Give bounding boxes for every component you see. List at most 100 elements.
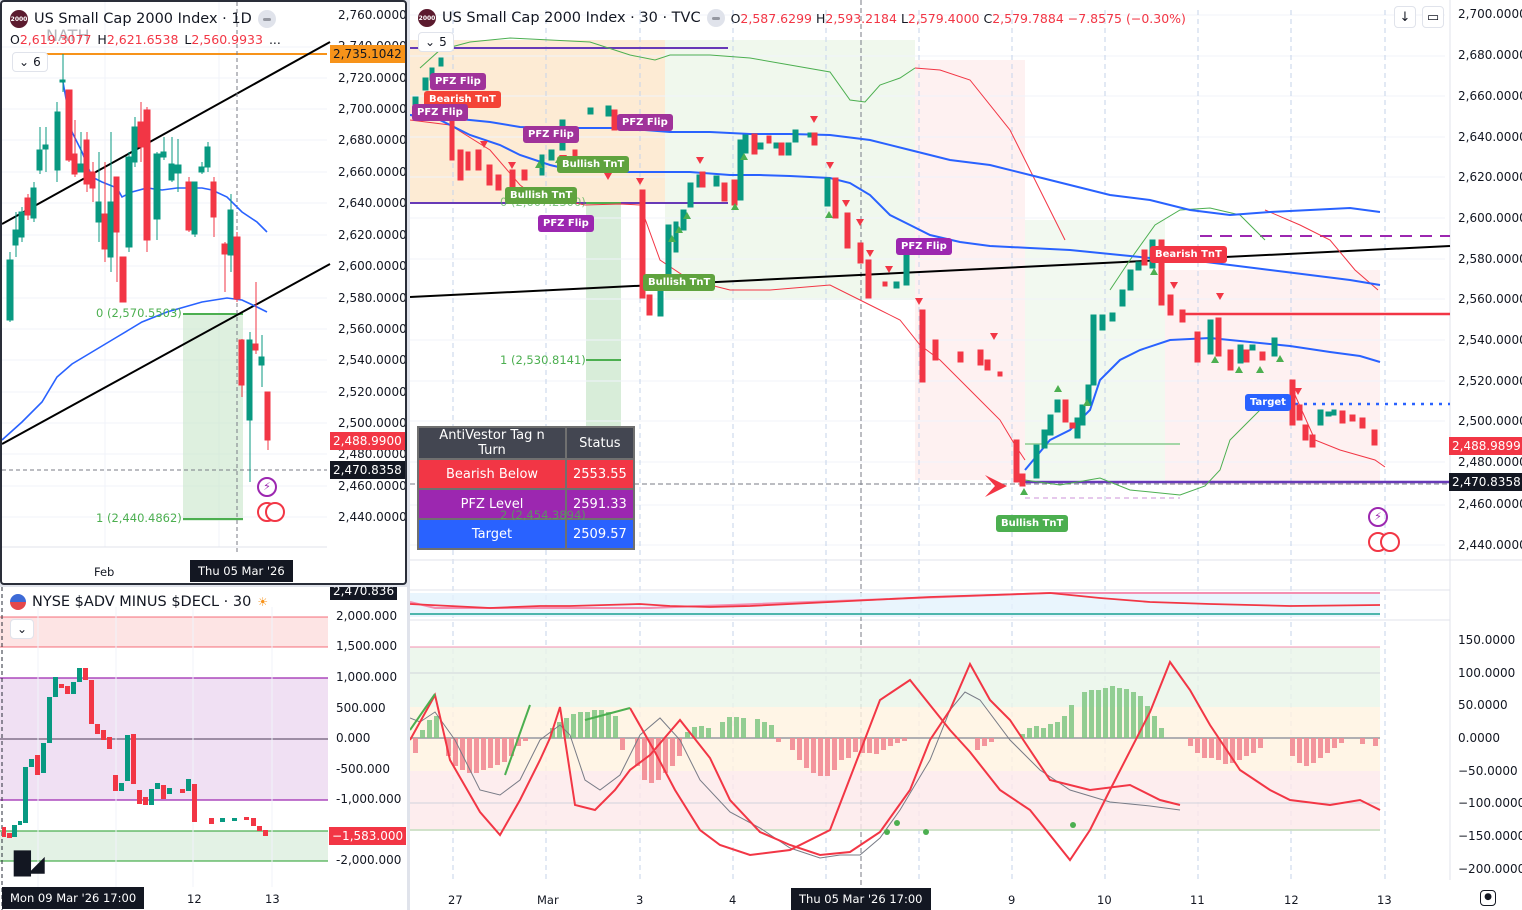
table-header-name: AntiVestor Tag n Turn [417,426,567,460]
main-chart-title[interactable]: US Small Cap 2000 Index · 30 · TVC [442,10,701,26]
crosshair-price-tag: 2,470.8358 [330,461,405,479]
time-tick: 9 [1008,893,1016,907]
value-tick: 1,000.000 [336,670,398,684]
visibility-toggle-icon[interactable] [706,9,725,27]
indicators-collapse-button[interactable]: ⌄ 5 [418,32,454,52]
ath-watermark: NATH [46,26,90,45]
time-tick: 10 [1097,893,1112,907]
fib-level-1-label: 1 (2,530.8141) [500,353,586,367]
us-flag-icon [10,594,26,610]
value-tick: 500.000 [336,701,386,715]
chart-settings-gear-icon[interactable]: ● [1480,890,1496,906]
change-value: −7.8575 (−0.30%) [1067,10,1186,26]
open-label: O [10,32,20,47]
tradingview-logo: █◢ [14,852,45,877]
fullscreen-button[interactable]: ▭ [1422,6,1444,28]
symbol-logo: 2000 [10,10,28,28]
bullish-tnt-tag: Bullish TnT [505,187,578,204]
price-tick: 2,520.0000 [1458,374,1522,388]
table-header-status: Status [565,426,635,460]
chevron-down-icon: ⌄ [425,35,436,49]
breadth-chart-title[interactable]: NYSE $ADV MINUS $DECL · 30 [32,594,252,610]
price-tick: 2,660.0000 [1458,89,1522,103]
scroll-to-realtime-button[interactable]: ↓ [1394,6,1416,28]
price-tick: 2,500.0000 [1458,414,1522,428]
price-tick: 2,680.0000 [1458,48,1522,62]
high-label: H [815,10,826,26]
main-chart-canvas[interactable] [410,0,1522,910]
table-header-row: AntiVestor Tag n Turn Status [417,426,635,460]
daily-chart-pane[interactable]: 2000 US Small Cap 2000 Index · 1D O2,619… [0,0,407,585]
time-tick: Mar [537,893,559,907]
osc-tick: 0.0000 [1458,731,1500,745]
table-row: PFZ Level 2591.33 [417,488,635,520]
high-label: H [97,32,107,47]
lightning-event-icon[interactable]: ⚡ [1368,507,1388,527]
crosshair-time-label: Thu 05 Mar '26 [190,560,293,582]
row-bearish-below-value: 2553.55 [565,458,635,490]
daily-chart-canvas[interactable] [2,2,407,585]
more-dots[interactable]: ... [268,32,281,47]
price-tick: 2,700.0000 [338,102,407,116]
price-tick: 2,560.0000 [1458,292,1522,306]
main-legend: 2000 US Small Cap 2000 Index · 30 · TVC … [418,9,1186,27]
pfz-flip-tag: PFZ Flip [538,215,594,232]
symbol-logo: 2000 [418,9,436,27]
osc-tick: −150.0000 [1458,829,1522,843]
osc-tick: 150.0000 [1458,633,1516,647]
price-tick: 2,580.0000 [1458,252,1522,266]
value-tick: -1,000.000 [336,792,402,806]
time-tick-12: 12 [187,892,202,906]
antivestor-status-table: AntiVestor Tag n Turn Status Bearish Bel… [417,426,635,550]
open-label: O [730,10,741,26]
price-tick: 2,760.0000 [338,8,407,22]
breadth-legend: NYSE $ADV MINUS $DECL · 30 ☀ [10,594,268,610]
value-tick: 1,500.000 [336,639,398,653]
bullish-tnt-tag: Bullish TnT [996,515,1069,532]
value-tick: 2,000.000 [336,609,398,623]
row-pfz-level-label: PFZ Level [417,488,567,520]
chevron-down-icon: ⌄ [19,55,30,69]
indicators-collapse-button[interactable]: ⌄ 6 [12,52,48,72]
low-value: 2,560.9933 [191,32,263,47]
osc-tick: 50.0000 [1458,698,1508,712]
price-tick: 2,540.0000 [338,353,407,367]
breadth-chart-pane[interactable]: NYSE $ADV MINUS $DECL · 30 ☀ ⌄ 2,470.836… [0,587,407,910]
osc-tick: −100.0000 [1458,796,1522,810]
breadth-chart-canvas[interactable] [0,587,407,910]
market-hours-sun-icon: ☀ [257,595,269,609]
low-label: L [184,32,192,47]
bearish-tnt-tag: Bearish TnT [1150,246,1227,263]
fib-level-0-label: 0 (2,570.5503) [96,306,182,320]
pfz-flip-tag: PFZ Flip [523,126,579,143]
low-value: 2,579.4000 [907,10,980,26]
fullscreen-icon: ▭ [1426,9,1440,25]
daily-chart-title[interactable]: US Small Cap 2000 Index · 1D [34,11,252,27]
time-tick-feb: Feb [94,565,115,579]
high-value: 2,621.6538 [106,32,179,47]
us-flag-event-icon[interactable] [1380,532,1400,552]
main-chart-pane[interactable]: 2000 US Small Cap 2000 Index · 30 · TVC … [410,0,1522,910]
us-flag-event-icon[interactable] [265,502,285,522]
breadth-collapse-button[interactable]: ⌄ [10,619,35,639]
time-tick: 12 [1284,893,1299,907]
price-tick: 2,620.0000 [1458,170,1522,184]
price-tick: 2,480.0000 [1458,455,1522,469]
price-tick: 2,480.0000 [338,447,407,461]
high-value: 2,593.2184 [825,10,897,26]
price-tick: 2,560.0000 [338,322,407,336]
visibility-toggle-icon[interactable] [257,10,276,28]
close-value: 2,579.7884 [992,10,1064,26]
price-tick: 2,700.0000 [1458,7,1522,21]
value-tick: -500.000 [336,762,390,776]
price-tick: 2,520.0000 [338,385,407,399]
time-tick: 11 [1190,893,1205,907]
price-tick: 2,640.0000 [338,196,407,210]
daily-ohlc: O2,619.3077 H2,621.6538 L2,560.9933 ... [10,32,281,47]
time-tick: 4 [729,893,737,907]
row-pfz-level-value: 2591.33 [565,488,635,520]
lightning-event-icon[interactable]: ⚡ [257,477,277,497]
last-price-tag: 2,488.9899 [1449,437,1522,455]
pfz-flip-tag: PFZ Flip [896,238,952,255]
